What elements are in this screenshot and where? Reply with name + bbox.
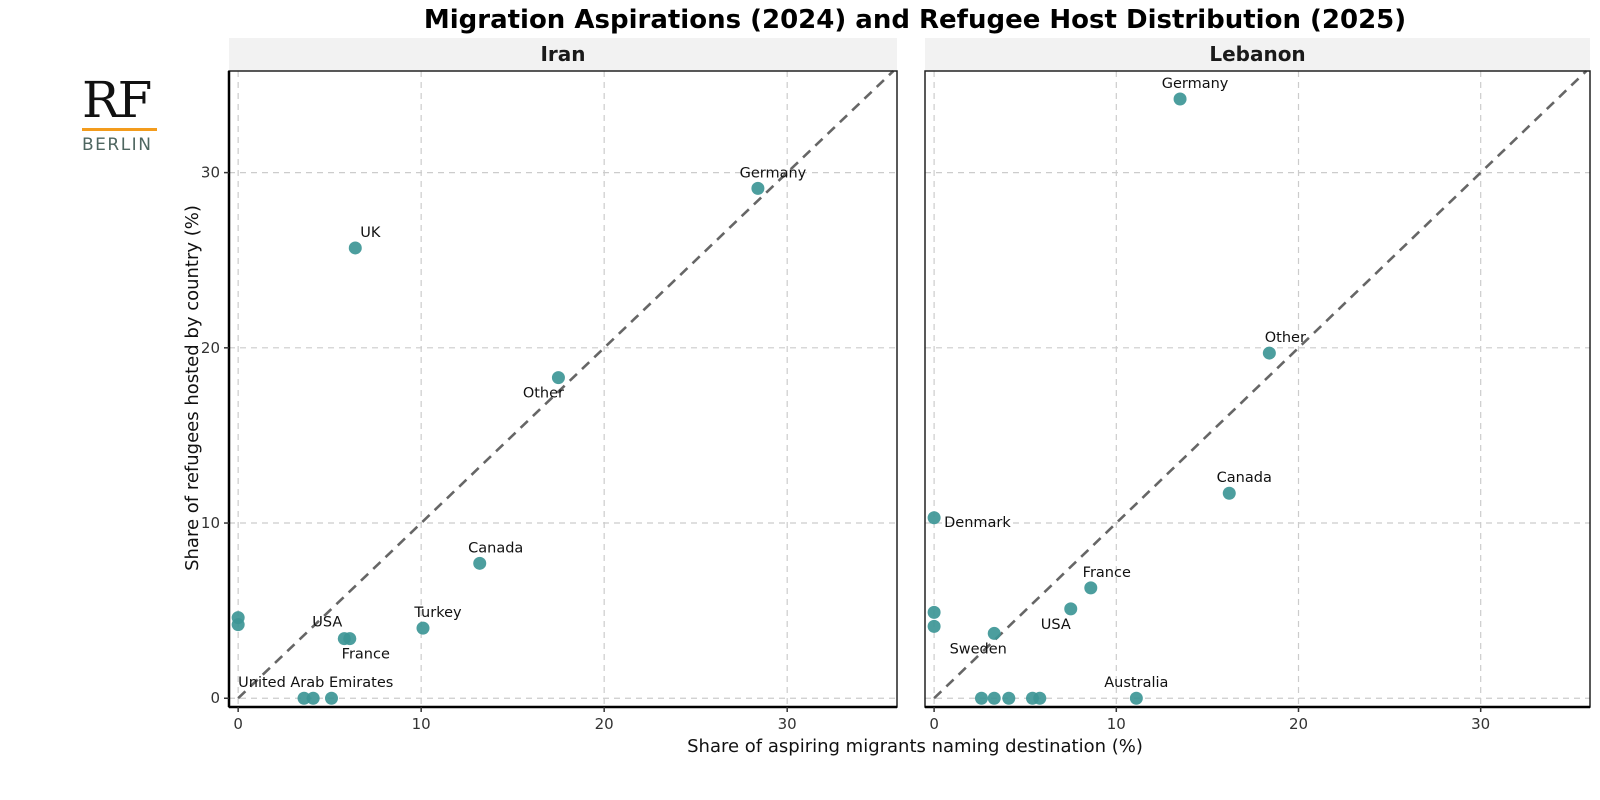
x-tick-label: 0 (233, 715, 243, 733)
data-point (416, 621, 430, 635)
data-point-label: Australia (1104, 675, 1168, 691)
data-point (1084, 581, 1098, 595)
data-point (306, 691, 320, 705)
panel-lebanon: Lebanon 0 10 20 30 Germany Other Canada Denmark F… (924, 38, 1591, 733)
data-point (343, 632, 357, 646)
data-point-label: France (1083, 565, 1131, 581)
data-point (1173, 92, 1187, 106)
data-point-label: Canada (1217, 470, 1272, 486)
data-point-label: Germany (740, 165, 807, 181)
data-point-label: Germany (1162, 76, 1229, 92)
data-point-label: USA (312, 615, 342, 631)
logo-berlin-text: BERLIN (82, 135, 153, 155)
data-point-label: Denmark (944, 515, 1011, 531)
x-tick-label: 0 (929, 715, 939, 733)
data-point (751, 181, 765, 195)
data-point-label: Other (523, 386, 564, 402)
facet-title: Iran (540, 42, 585, 66)
data-point (297, 691, 311, 705)
data-point (927, 605, 941, 619)
y-tick-label: 20 (201, 339, 220, 357)
data-point (1002, 691, 1016, 705)
data-point-label: France (342, 647, 390, 663)
facet-title: Lebanon (1209, 42, 1305, 66)
y-tick-label: 30 (201, 164, 220, 182)
panel-iran: Iran 0 10 20 30 0 10 20 30 Germany UK Other Canada Tu… (201, 38, 898, 733)
data-point (927, 619, 941, 633)
data-point (231, 618, 245, 632)
logo-rf-text: RF (82, 71, 152, 129)
data-point (1033, 691, 1047, 705)
data-point (551, 371, 565, 385)
y-tick-label: 10 (201, 514, 220, 532)
data-point-label: Canada (468, 540, 523, 556)
x-axis-label: Share of aspiring migrants naming destin… (687, 736, 1143, 757)
x-tick-label: 30 (778, 715, 797, 733)
x-tick-label: 20 (595, 715, 614, 733)
diagonal-reference-line (237, 70, 895, 700)
logo-accent-bar (82, 128, 157, 131)
data-point (1129, 691, 1143, 705)
data-point (1262, 346, 1276, 360)
data-point (974, 691, 988, 705)
chart-title: Migration Aspirations (2024) and Refugee… (424, 5, 1406, 35)
x-tick-label: 10 (412, 715, 431, 733)
x-tick-label: 30 (1471, 715, 1490, 733)
facet-strip (229, 38, 897, 71)
data-point-label: Other (1265, 330, 1306, 346)
data-point-label: Sweden (950, 641, 1007, 657)
data-point-label: United Arab Emirates (238, 675, 393, 691)
data-point-label: Turkey (413, 605, 462, 621)
data-point (348, 241, 362, 255)
facet-strip (925, 38, 1590, 71)
data-point (324, 691, 338, 705)
rf-berlin-logo: RF BERLIN (82, 74, 158, 155)
data-point (987, 626, 1001, 640)
y-tick-label: 0 (210, 689, 220, 707)
data-point (927, 511, 941, 525)
data-point-label: UK (360, 225, 381, 241)
data-point-label: USA (1041, 617, 1071, 633)
data-point (1064, 602, 1078, 616)
data-point (987, 691, 1001, 705)
data-point (473, 556, 487, 570)
x-tick-label: 10 (1107, 715, 1126, 733)
y-axis-label: Share of refugees hosted by country (%) (182, 205, 203, 571)
x-tick-label: 20 (1289, 715, 1308, 733)
data-point (1222, 486, 1236, 500)
diagonal-reference-line (933, 70, 1588, 700)
